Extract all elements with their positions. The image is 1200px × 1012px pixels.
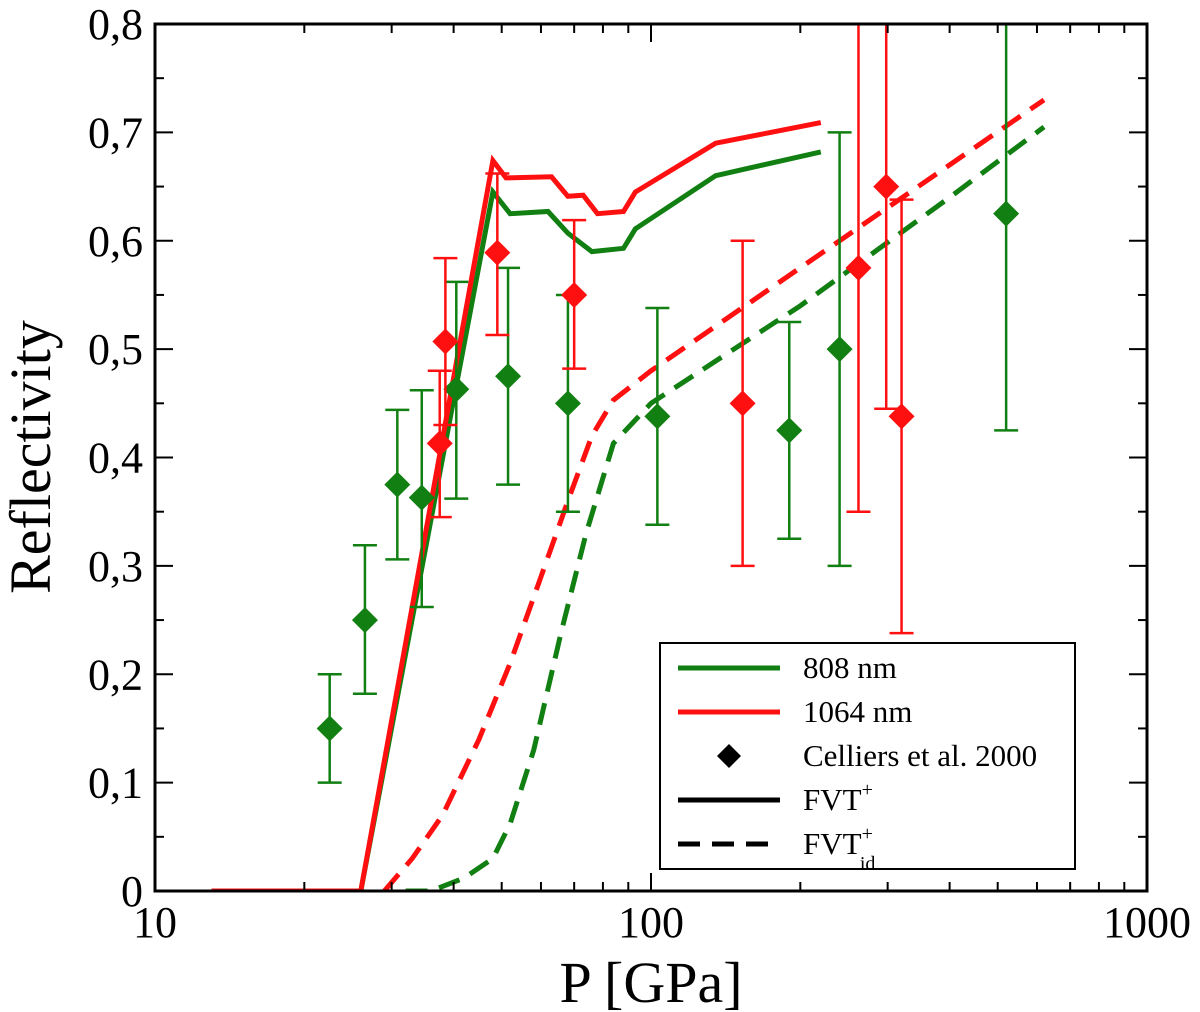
legend-label-0: 808 nm	[803, 650, 897, 685]
legend-label-1: 1064 nm	[803, 694, 912, 729]
series-line-green-dashed	[405, 124, 1046, 891]
x-tick-label: 10	[133, 898, 177, 947]
legend-label-4: FVT+ id	[803, 823, 875, 875]
legend-swatch-2	[717, 744, 741, 768]
data-point-green	[554, 390, 581, 417]
y-tick-label: 0,3	[88, 542, 143, 591]
y-tick-label: 0,7	[88, 108, 143, 157]
data-point-green	[384, 471, 411, 498]
legend: 808 nm 1064 nm Celliers et al. 2000 FVT+ FVT…	[659, 642, 1076, 875]
x-tick-label: 100	[618, 898, 684, 947]
data-point-green	[351, 607, 378, 634]
legend-label-2: Celliers et al. 2000	[803, 738, 1037, 773]
data-point-green	[408, 484, 435, 511]
data-point-red	[845, 254, 872, 281]
y-tick-label: 0,5	[88, 325, 143, 374]
x-axis-label: P [GPa]	[559, 950, 742, 1012]
data-point-red	[873, 173, 900, 200]
data-point-red	[561, 281, 588, 308]
data-point-red	[888, 403, 915, 430]
y-axis-label: Reflectivity	[0, 320, 63, 594]
y-tick-label: 0,8	[88, 0, 143, 49]
data-point-green	[826, 336, 853, 363]
y-tick-label: 0,6	[88, 217, 143, 266]
data-point-green	[776, 417, 803, 444]
data-point-green	[443, 376, 470, 403]
y-tick-label: 0,1	[88, 759, 143, 808]
data-point-green	[993, 200, 1020, 227]
y-tick-label: 0,2	[88, 650, 143, 699]
data-point-red	[729, 390, 756, 417]
data-point-green	[495, 363, 522, 390]
data-point-green	[644, 403, 671, 430]
legend-label-3: FVT+	[803, 779, 873, 817]
data-point-red	[484, 239, 511, 266]
data-point-green	[316, 715, 343, 742]
data-point-red	[432, 328, 459, 355]
data-point-red	[426, 430, 453, 457]
series-line-red-solid	[211, 120, 822, 891]
y-tick-label: 0,4	[88, 434, 143, 483]
legend-box	[659, 642, 1076, 870]
x-tick-label: 1000	[1103, 898, 1191, 947]
y-tick-label: 0	[121, 867, 143, 916]
